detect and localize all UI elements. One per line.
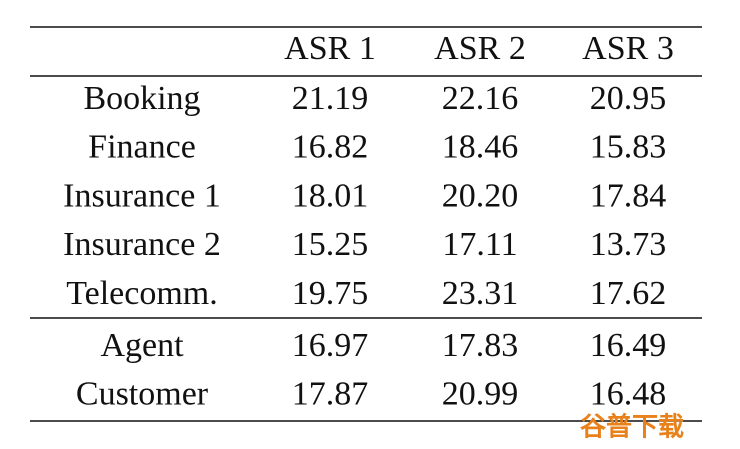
- cell: 16.48: [590, 376, 667, 413]
- row-label: Telecomm.: [66, 275, 218, 312]
- cell: 20.95: [590, 80, 667, 117]
- cell: 13.73: [590, 226, 667, 263]
- cell: 18.01: [292, 177, 369, 214]
- cell: 15.83: [590, 129, 667, 166]
- column-header: ASR 1: [284, 30, 376, 67]
- cell: 19.75: [292, 275, 369, 312]
- row-label: Agent: [100, 327, 184, 364]
- column-header: ASR 2: [434, 30, 526, 67]
- cell: 16.49: [590, 327, 667, 364]
- cell: 15.25: [292, 226, 369, 263]
- cell: 17.62: [590, 275, 667, 312]
- cell: 17.84: [590, 177, 667, 214]
- cell: 20.99: [442, 376, 519, 413]
- row-label: Insurance 1: [63, 177, 221, 214]
- cell: 17.87: [292, 376, 369, 413]
- cell: 20.20: [442, 177, 519, 214]
- cell: 17.11: [442, 226, 517, 263]
- cell: 22.16: [442, 80, 519, 117]
- row-label: Insurance 2: [63, 226, 221, 263]
- watermark: 谷普下载: [580, 412, 684, 443]
- cell: 16.82: [292, 129, 369, 166]
- cell: 23.31: [442, 275, 519, 312]
- cell: 17.83: [442, 327, 519, 364]
- row-label: Finance: [88, 129, 196, 166]
- cell: 16.97: [292, 327, 369, 364]
- column-header: ASR 3: [582, 30, 674, 67]
- row-label: Customer: [76, 376, 209, 413]
- row-label: Booking: [83, 80, 200, 117]
- cell: 18.46: [442, 129, 519, 166]
- cell: 21.19: [292, 80, 369, 117]
